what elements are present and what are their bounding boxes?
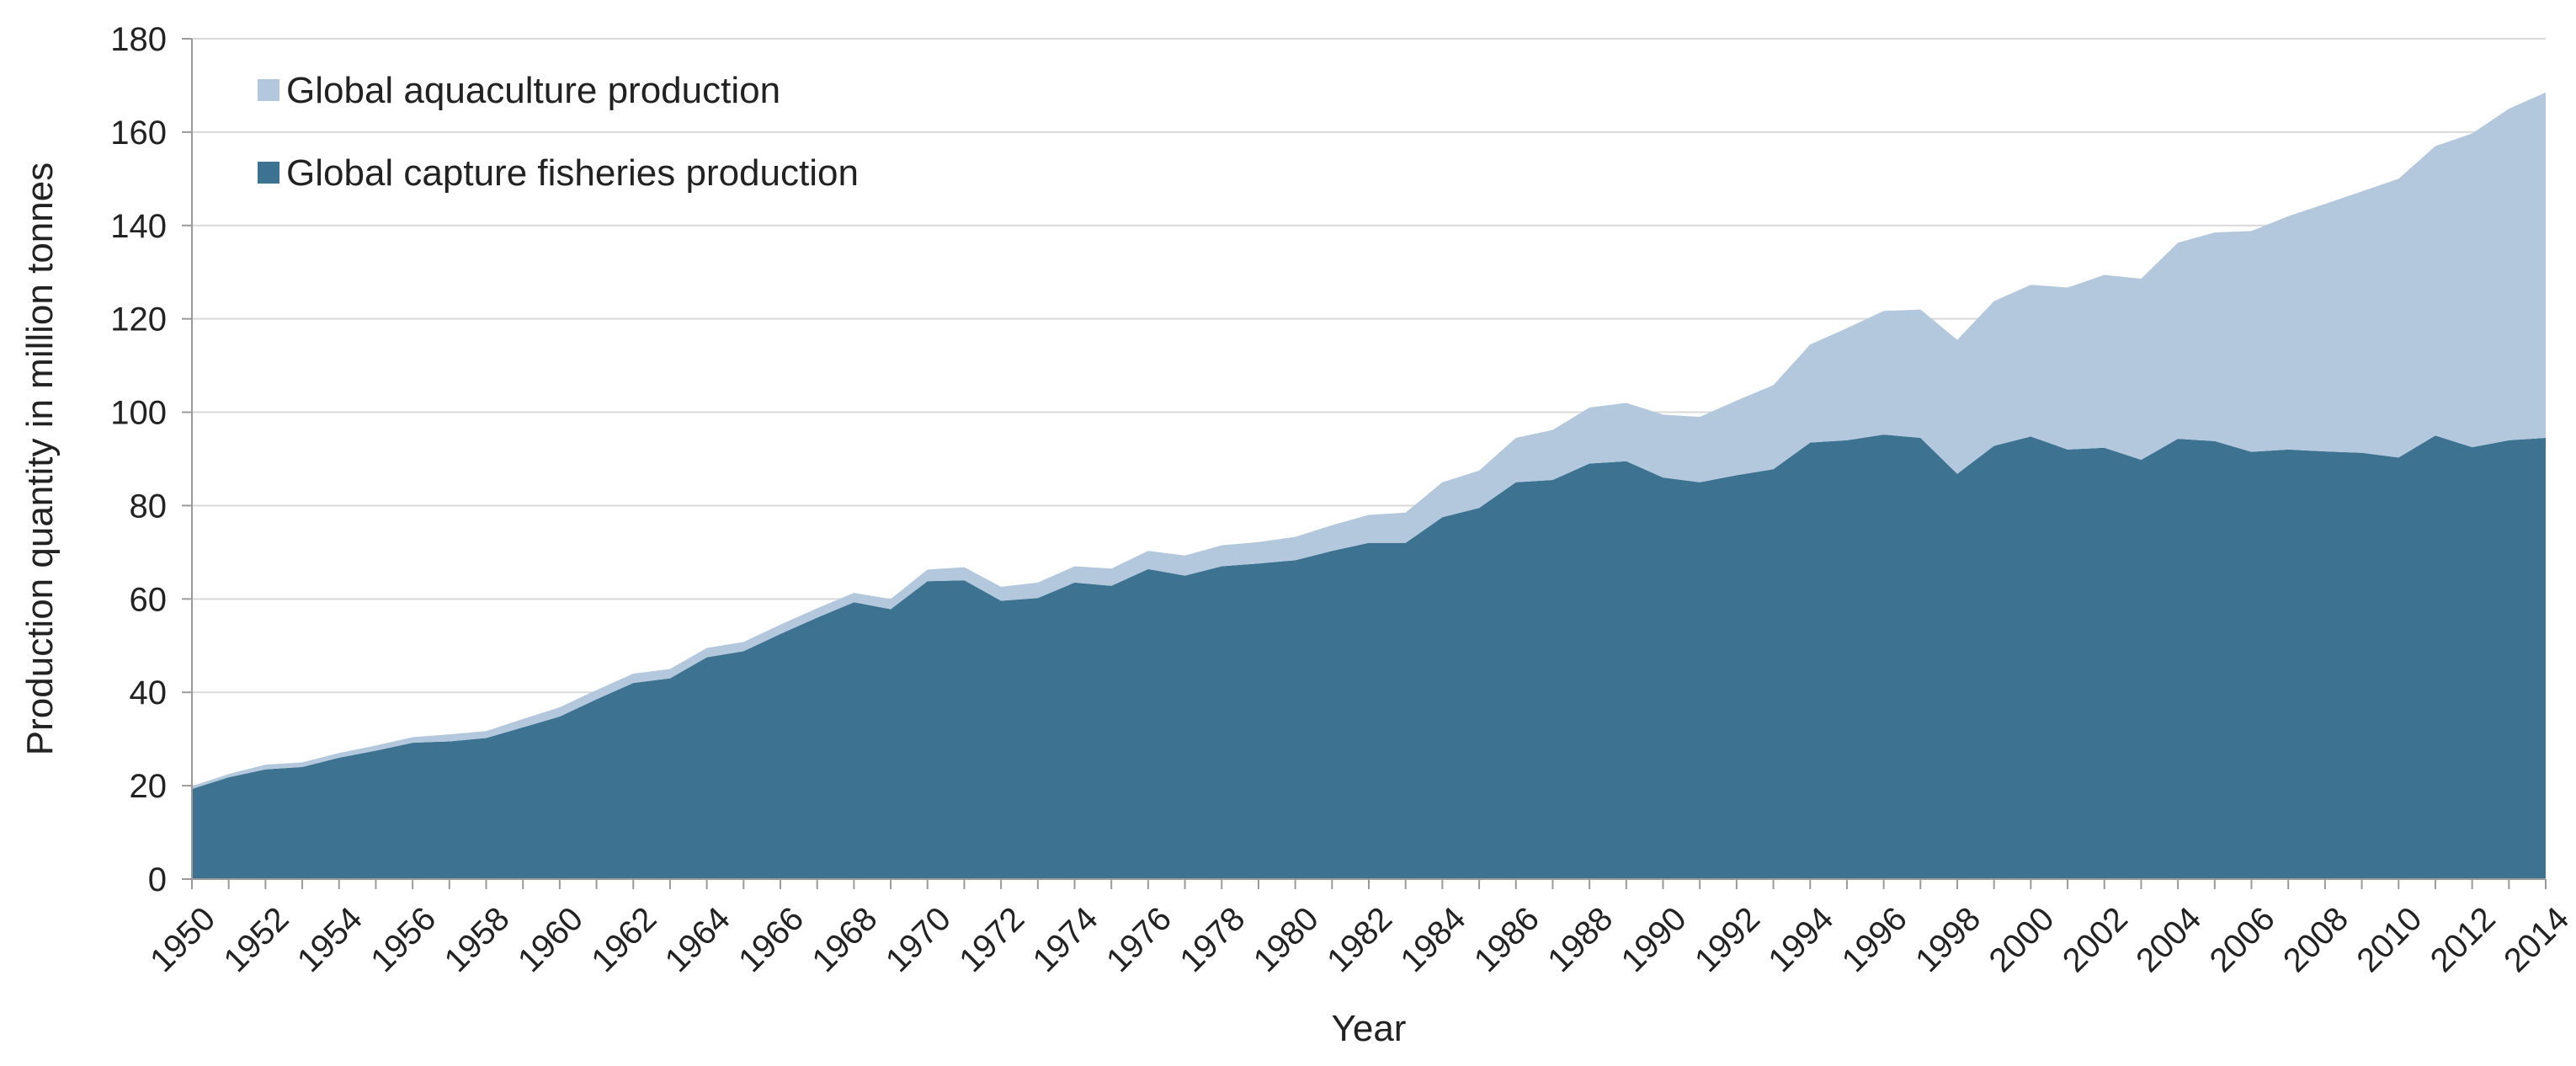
x-tick-label-1974: 1974 [1026, 900, 1105, 979]
x-tick-label-1960: 1960 [511, 900, 590, 979]
legend-label-1: Global capture fisheries production [286, 152, 859, 194]
x-tick-label-1994: 1994 [1761, 900, 1840, 979]
gridlines [192, 38, 2546, 787]
x-tick-label-2004: 2004 [2129, 900, 2208, 979]
x-tick-label-1966: 1966 [732, 900, 811, 979]
legend-label-0: Global aquaculture production [286, 70, 780, 111]
plot-areas [192, 92, 2546, 879]
y-tick-label-0: 0 [148, 861, 167, 898]
y-tick-label-20: 20 [130, 768, 168, 805]
x-tick-label-1976: 1976 [1099, 900, 1179, 979]
x-tick-label-1970: 1970 [879, 900, 958, 979]
x-tick-label-2008: 2008 [2276, 900, 2355, 979]
x-tick-label-1980: 1980 [1247, 900, 1326, 979]
x-tick-label-1972: 1972 [952, 900, 1031, 979]
x-tick-label-1962: 1962 [584, 900, 663, 979]
x-tick-label-1998: 1998 [1908, 900, 1988, 979]
x-tick-label-1996: 1996 [1835, 900, 1914, 979]
y-tick-label-40: 40 [130, 674, 168, 712]
area-global-capture-fisheries-production [192, 434, 2546, 879]
x-tick-label-1968: 1968 [806, 900, 885, 979]
x-tick-label-1954: 1954 [290, 900, 370, 979]
x-tick-label-1988: 1988 [1541, 900, 1620, 979]
x-tick-label-1958: 1958 [438, 900, 517, 979]
x-tick-label-1982: 1982 [1320, 900, 1399, 979]
y-tick-label-120: 120 [110, 301, 167, 338]
y-tick-label-180: 180 [110, 21, 167, 58]
x-tick-label-1990: 1990 [1615, 900, 1694, 979]
area-global-aquaculture-production [192, 92, 2546, 789]
x-tick-label-1984: 1984 [1394, 900, 1473, 979]
y-axis-title: Production quantity in million tonnes [19, 163, 61, 755]
x-tick-label-1952: 1952 [217, 900, 296, 979]
x-tick-label-2014: 2014 [2497, 900, 2576, 979]
x-tick-label-2012: 2012 [2424, 900, 2503, 979]
legend: Global aquaculture production Global capt… [258, 70, 859, 194]
x-tick-label-1978: 1978 [1173, 900, 1252, 979]
y-tick-label-80: 80 [130, 488, 168, 525]
x-tick-label-1986: 1986 [1467, 900, 1546, 979]
x-tick-label-1950: 1950 [143, 900, 222, 979]
y-tick-label-100: 100 [110, 395, 167, 432]
y-tick-label-60: 60 [130, 581, 168, 618]
legend-swatch-0 [258, 79, 279, 101]
x-tick-label-2002: 2002 [2056, 900, 2135, 979]
x-tick-label-2000: 2000 [1983, 900, 2062, 979]
y-tick-label-160: 160 [110, 115, 167, 152]
x-tick-label-1992: 1992 [1688, 900, 1767, 979]
x-axis-title: Year [1332, 1008, 1407, 1049]
x-tick-label-2010: 2010 [2350, 900, 2429, 979]
y-tick-label-140: 140 [110, 208, 167, 245]
legend-swatch-1 [258, 162, 279, 184]
x-tick-label-1956: 1956 [364, 900, 443, 979]
x-tick-label-2006: 2006 [2203, 900, 2282, 979]
x-tick-label-1964: 1964 [658, 900, 737, 979]
